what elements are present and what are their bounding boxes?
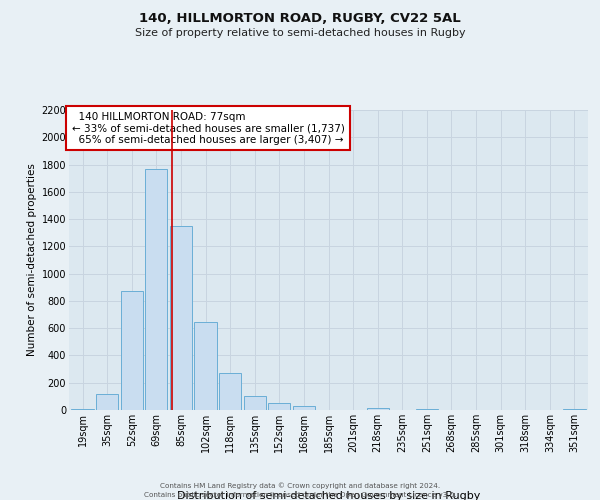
Text: Size of property relative to semi-detached houses in Rugby: Size of property relative to semi-detach… <box>134 28 466 38</box>
Bar <box>367 408 389 410</box>
Bar <box>416 408 438 410</box>
Bar <box>194 322 217 410</box>
Bar <box>563 408 586 410</box>
Y-axis label: Number of semi-detached properties: Number of semi-detached properties <box>28 164 37 356</box>
Text: Contains HM Land Registry data © Crown copyright and database right 2024.
Contai: Contains HM Land Registry data © Crown c… <box>144 482 456 498</box>
Bar <box>268 403 290 410</box>
Text: 140 HILLMORTON ROAD: 77sqm
← 33% of semi-detached houses are smaller (1,737)
  6: 140 HILLMORTON ROAD: 77sqm ← 33% of semi… <box>71 112 344 144</box>
Text: 140, HILLMORTON ROAD, RUGBY, CV22 5AL: 140, HILLMORTON ROAD, RUGBY, CV22 5AL <box>139 12 461 26</box>
Bar <box>96 394 118 410</box>
Bar <box>293 406 315 410</box>
Bar <box>145 168 167 410</box>
Bar <box>121 292 143 410</box>
Bar <box>219 373 241 410</box>
X-axis label: Distribution of semi-detached houses by size in Rugby: Distribution of semi-detached houses by … <box>177 491 480 500</box>
Bar <box>170 226 192 410</box>
Bar <box>244 396 266 410</box>
